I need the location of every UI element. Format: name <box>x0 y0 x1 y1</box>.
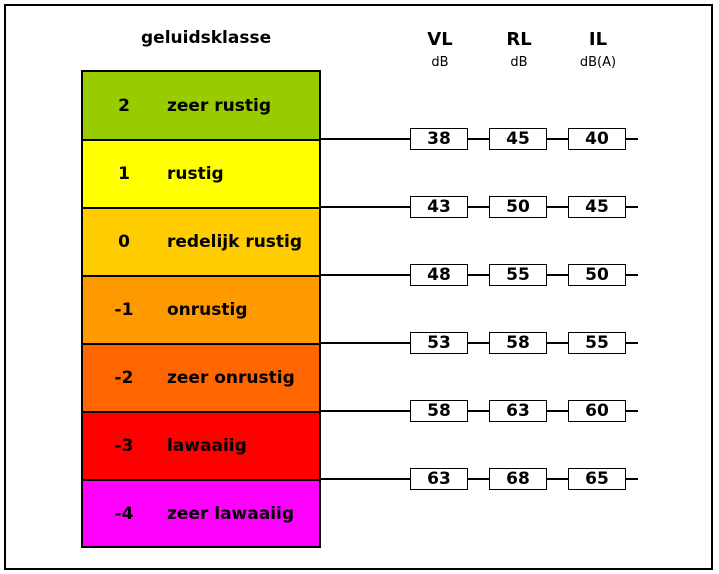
class-number: -3 <box>114 436 134 456</box>
vl-threshold-value: 38 <box>410 128 468 150</box>
class-band <box>83 72 319 140</box>
class-number: -2 <box>114 368 134 388</box>
threshold-line <box>319 410 638 412</box>
threshold-line <box>319 342 638 344</box>
rl-threshold-value: 55 <box>489 264 547 286</box>
band-divider <box>83 343 319 345</box>
class-band-border <box>81 70 321 548</box>
class-band <box>83 140 319 208</box>
il-threshold-value: 50 <box>568 264 626 286</box>
rl-column-header: RL <box>506 29 532 50</box>
class-band <box>83 412 319 480</box>
class-label: zeer rustig <box>167 96 271 116</box>
band-divider <box>83 411 319 413</box>
il-threshold-value: 40 <box>568 128 626 150</box>
class-label: redelijk rustig <box>167 232 303 252</box>
band-divider <box>83 139 319 141</box>
class-number: 2 <box>118 96 130 116</box>
il-threshold-value: 60 <box>568 400 626 422</box>
diagram-frame <box>4 4 713 570</box>
il-unit-label: dB(A) <box>579 55 617 70</box>
class-label: rustig <box>167 164 224 184</box>
vl-threshold-value: 48 <box>410 264 468 286</box>
il-column-header: IL <box>588 29 608 50</box>
rl-unit-label: dB <box>510 55 528 70</box>
vl-column-header: VL <box>427 29 453 50</box>
vl-threshold-value: 43 <box>410 196 468 218</box>
band-divider <box>83 479 319 481</box>
vl-threshold-value: 53 <box>410 332 468 354</box>
rl-threshold-value: 58 <box>489 332 547 354</box>
class-number: 0 <box>118 232 130 252</box>
vl-unit-label: dB <box>431 55 449 70</box>
threshold-line <box>319 274 638 276</box>
threshold-line <box>319 206 638 208</box>
class-label: zeer onrustig <box>167 368 295 388</box>
class-label: lawaaiig <box>167 436 247 456</box>
rl-threshold-value: 50 <box>489 196 547 218</box>
il-threshold-value: 45 <box>568 196 626 218</box>
band-divider <box>83 207 319 209</box>
rl-threshold-value: 63 <box>489 400 547 422</box>
class-band <box>83 276 319 344</box>
il-threshold-value: 55 <box>568 332 626 354</box>
class-label: zeer lawaaiig <box>167 504 295 524</box>
class-number: 1 <box>118 164 130 184</box>
class-column-title: geluidsklasse <box>141 28 272 48</box>
rl-threshold-value: 45 <box>489 128 547 150</box>
class-band <box>83 344 319 412</box>
class-band <box>83 480 319 546</box>
threshold-line <box>319 138 638 140</box>
class-band <box>83 208 319 276</box>
rl-threshold-value: 68 <box>489 468 547 490</box>
class-label: onrustig <box>167 300 248 320</box>
vl-threshold-value: 63 <box>410 468 468 490</box>
threshold-line <box>319 478 638 480</box>
class-number: -1 <box>114 300 134 320</box>
il-threshold-value: 65 <box>568 468 626 490</box>
band-divider <box>83 275 319 277</box>
vl-threshold-value: 58 <box>410 400 468 422</box>
class-number: -4 <box>114 504 134 524</box>
